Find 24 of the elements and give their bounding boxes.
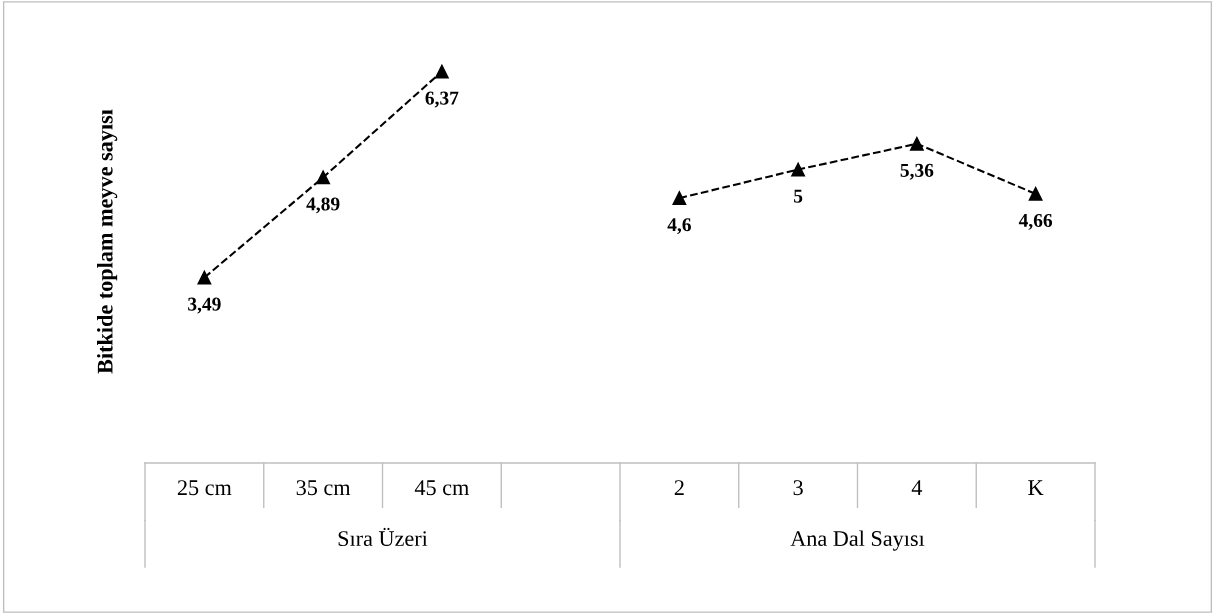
x-tick-label: 25 cm	[177, 480, 232, 496]
point	[909, 136, 924, 151]
point	[672, 191, 687, 206]
text: Ana Dal Sayısı	[790, 530, 925, 551]
point	[434, 64, 449, 79]
data-label: 4,6	[667, 218, 691, 235]
point	[1028, 186, 1043, 201]
data-label: 4,89	[306, 197, 340, 214]
data-label: 4,66	[1018, 213, 1053, 230]
x-tick-label: 35 cm	[296, 480, 351, 496]
x-tick-label: 3	[793, 480, 803, 496]
data-label: 5	[794, 189, 803, 203]
point	[791, 162, 806, 177]
point	[197, 270, 212, 285]
data-label: 3,49	[188, 297, 221, 314]
text: Sıra Üzeri	[338, 527, 428, 547]
x-tick-label: 4	[911, 480, 923, 495]
x-tick-label: 2	[674, 480, 684, 495]
data-label: 6,37	[425, 91, 459, 108]
x-tick-label: 45 cm	[414, 480, 469, 496]
y-axis-title: Bitkide toplam meyve sayısı	[97, 109, 118, 374]
x-tick-label: K	[1028, 480, 1044, 495]
data-label: 5,36	[900, 163, 934, 180]
point	[316, 170, 331, 185]
